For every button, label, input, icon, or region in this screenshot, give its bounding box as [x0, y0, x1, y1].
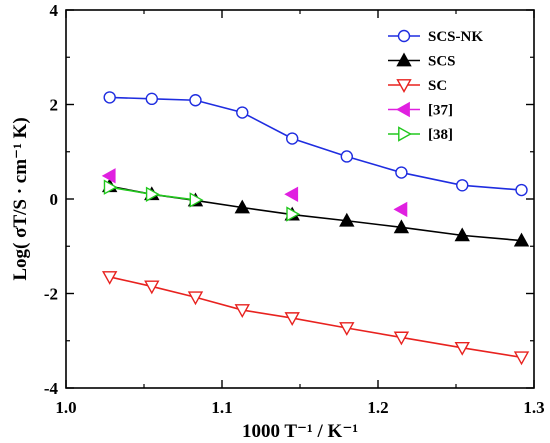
data-point: [395, 166, 408, 179]
legend-marker: [398, 126, 412, 142]
legend-entry: [38]: [388, 126, 453, 143]
legend-label: [38]: [428, 127, 453, 143]
data-point: [393, 201, 408, 218]
x-axis-label: 1000 T⁻¹ / K⁻¹: [242, 421, 358, 442]
y-tick-label: 2: [50, 96, 59, 115]
legend-label: [37]: [428, 103, 453, 119]
x-tick-label: 1.0: [55, 398, 76, 417]
plot-frame: [65, 9, 535, 389]
series-line: [109, 96, 522, 191]
y-tick-label: -2: [44, 285, 58, 304]
legend-entry: SCS: [388, 52, 456, 70]
data-point: [189, 94, 202, 107]
data-point: [393, 219, 410, 234]
legend-label: SCS: [428, 54, 456, 70]
data-point: [236, 106, 249, 119]
legend: SCS-NK SCS SC [37] [38]: [388, 29, 483, 143]
data-point: [189, 192, 204, 208]
y-tick-label: 4: [50, 1, 59, 20]
legend-label: SC: [428, 78, 447, 94]
plot-marks: [101, 91, 530, 366]
data-point: [513, 232, 530, 247]
series-scs-nk: [103, 91, 528, 197]
data-point: [187, 291, 204, 306]
y-axis-label: Log( σT/S · cm⁻¹ K): [10, 117, 31, 280]
data-point: [284, 312, 300, 327]
data-point: [340, 150, 353, 163]
data-point: [286, 206, 301, 222]
legend-marker: [396, 101, 410, 118]
x-tick-label: 1.3: [523, 398, 544, 417]
data-point: [515, 183, 528, 197]
legend-entry: SCS-NK: [388, 29, 483, 45]
x-tick-label: 1.1: [211, 398, 232, 417]
data-point: [393, 331, 410, 346]
legend-marker: [397, 29, 411, 43]
y-tick-label: 0: [50, 190, 59, 209]
data-point: [454, 227, 470, 242]
series-sc: [101, 271, 530, 366]
data-point: [339, 212, 355, 227]
data-point: [145, 92, 159, 106]
series--38-: [103, 179, 301, 222]
data-point: [103, 91, 116, 104]
y-tick-label: -4: [44, 379, 59, 398]
data-point: [101, 168, 116, 184]
legend-label: SCS-NK: [428, 29, 483, 45]
series--37-: [101, 168, 408, 218]
legend-entry: [37]: [388, 101, 453, 119]
data-point: [101, 271, 118, 285]
data-point: [144, 280, 160, 295]
data-point: [339, 322, 355, 336]
legend-marker: [396, 52, 412, 67]
data-point: [234, 304, 250, 318]
x-tick-label: 1.2: [367, 398, 388, 417]
data-point: [103, 179, 118, 195]
data-point: [454, 341, 470, 356]
data-point: [513, 351, 530, 366]
legend-entry: SC: [388, 78, 447, 94]
data-point: [286, 132, 299, 145]
data-point: [145, 186, 160, 202]
data-point: [284, 186, 299, 202]
legend-marker: [396, 79, 412, 93]
axes: 1.0 1.1 1.2 1.3 -4 -2 0 2 4: [44, 1, 545, 417]
data-point: [234, 199, 250, 214]
data-point: [456, 179, 469, 192]
